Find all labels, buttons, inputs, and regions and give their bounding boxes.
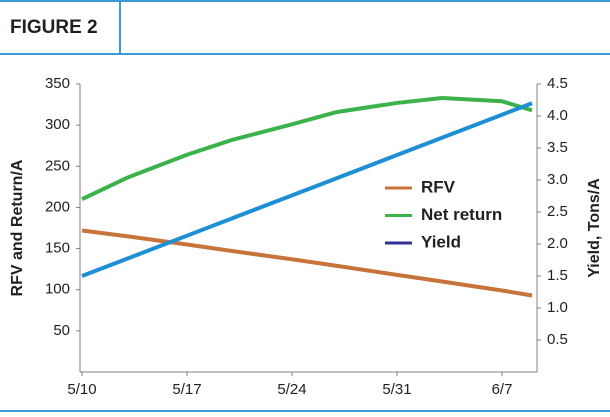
x-tick-label: 5/10 [67,381,96,398]
legend-label: RFV [421,177,456,196]
y2-axis-label: Yield, Tons/A [586,178,603,278]
y-tick-label: 300 [45,116,70,133]
x-tick-label: 5/17 [172,381,201,398]
y2-tick-label: 1.0 [547,299,568,316]
x-tick-label: 6/7 [492,381,513,398]
y2-tick-label: 2.0 [547,235,568,252]
y-tick-label: 350 [45,75,70,92]
y2-tick-label: 4.5 [547,75,568,92]
y2-tick-label: 4.0 [547,107,568,124]
legend-label: Yield [421,232,461,251]
figure-title: FIGURE 2 [10,17,98,38]
series-line [81,101,533,278]
legend-label: Net return [421,205,502,224]
y2-tick-label: 1.5 [547,267,568,284]
series-line [81,95,533,202]
y-tick-label: 250 [45,157,70,174]
y-tick-label: 50 [53,322,70,339]
y-tick-label: 100 [45,281,70,298]
x-tick-label: 5/24 [277,381,306,398]
y2-tick-label: 2.5 [547,203,568,220]
y2-tick-label: 0.5 [547,331,568,348]
x-tick-label: 5/31 [382,381,411,398]
y2-tick-label: 3.5 [547,139,568,156]
series-line [81,228,533,298]
y-tick-label: 200 [45,198,70,215]
y-axis-label: RFV and Return/A [9,159,26,296]
y-tick-label: 150 [45,240,70,257]
y2-tick-label: 3.0 [547,171,568,188]
